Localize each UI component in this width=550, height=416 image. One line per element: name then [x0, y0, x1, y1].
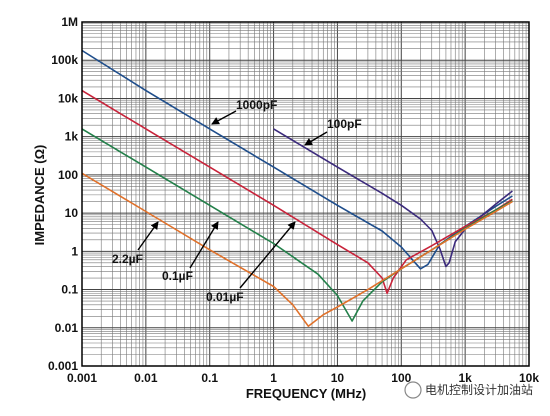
plot-frame [81, 21, 530, 367]
annotation-label: 0.01µF [206, 290, 244, 304]
annotation-arrow [189, 221, 219, 269]
y-tick-label: 1k [65, 130, 79, 144]
annotation-arrow [304, 131, 328, 146]
x-tick-label: 100 [391, 371, 411, 385]
y-tick-label: 10k [58, 91, 78, 105]
annotation-arrow [137, 221, 159, 251]
x-tick-labels: 0.001 0.01 0.1 1 10 100 1k 10k [67, 371, 539, 385]
x-tick-label: 10 [331, 371, 345, 385]
y-tick-label: 0.001 [48, 359, 78, 373]
y-tick-label: 100k [51, 53, 78, 67]
x-tick-label: 0.01 [134, 371, 158, 385]
annotation-label: 0.1µF [162, 269, 193, 283]
x-tick-label: 1 [270, 371, 277, 385]
y-tick-label: 10 [65, 206, 79, 220]
annotation-arrow [239, 221, 296, 289]
series-line [81, 89, 513, 295]
watermark: 电机控制设计加油站 [404, 381, 533, 399]
x-axis-label: FREQUENCY (MHz) [246, 386, 366, 401]
y-tick-label: 100 [58, 168, 78, 182]
series-layer [81, 49, 513, 327]
x-tick-label: 0.1 [201, 371, 218, 385]
x-tick-label: 0.001 [67, 371, 97, 385]
annotation-label: 100pF [327, 117, 362, 131]
watermark-text: 电机控制设计加油站 [425, 383, 533, 397]
annotation-label: 2.2µF [112, 252, 143, 266]
grid [81, 22, 529, 367]
annotation-arrow [211, 110, 237, 125]
x-tick-label: 1k [458, 371, 472, 385]
y-tick-label: 0.1 [61, 283, 78, 297]
x-tick-label: 10k [519, 371, 539, 385]
y-tick-label: 1M [61, 15, 78, 29]
y-tick-labels: 0.001 0.01 0.1 1 10 100 1k 10k 100k 1M [48, 15, 78, 373]
annotations: 1000pF 100pF 2.2µF 0.1µF 0.01µF [112, 98, 362, 304]
watermark-logo-icon [404, 381, 422, 399]
y-tick-label: 1 [71, 244, 78, 258]
annotation-label: 1000pF [236, 98, 277, 112]
series-line [273, 128, 513, 268]
y-axis-label: IMPEDANCE (Ω) [32, 145, 47, 246]
series-line [81, 128, 513, 322]
y-tick-label: 0.01 [55, 321, 79, 335]
series-line [81, 172, 513, 327]
